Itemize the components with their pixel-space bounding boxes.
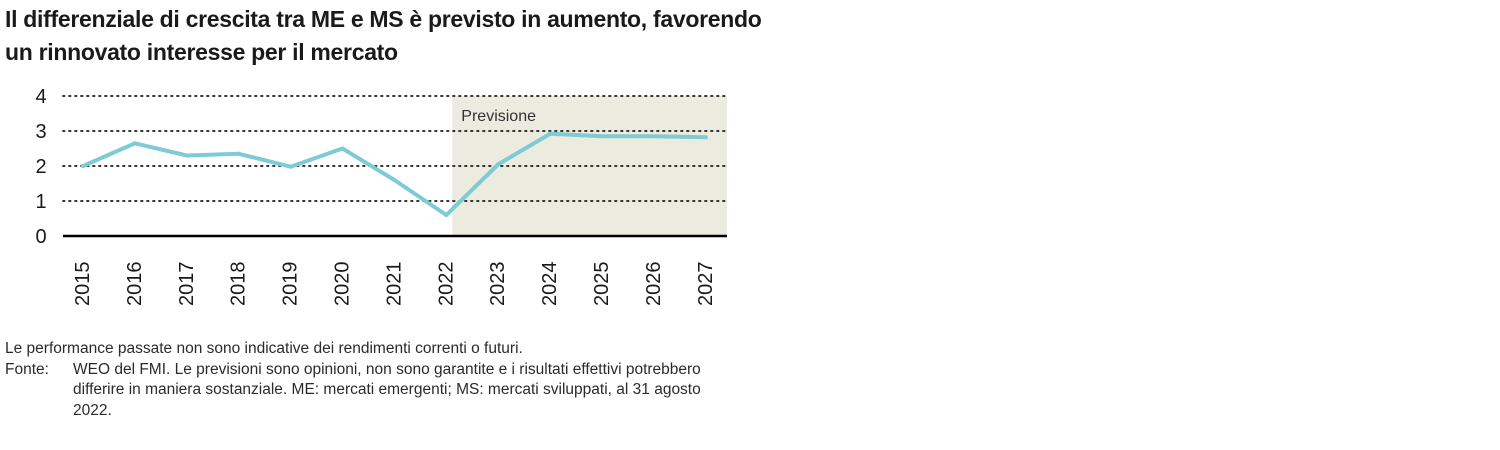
x-tick-label: 2027 <box>695 262 717 307</box>
forecast-label: Previsione <box>461 108 536 125</box>
source-text: WEO del FMI. Le previsioni sono opinioni… <box>73 360 701 419</box>
y-tick-label: 0 <box>35 226 46 248</box>
y-tick-label: 3 <box>35 121 46 143</box>
line-chart: Previsione 0 1 2 3 4 2015 2016 2017 2018 2019 202… <box>35 86 728 307</box>
data-point <box>392 178 397 182</box>
x-tick-label: 2016 <box>124 262 146 307</box>
data-point <box>496 162 501 167</box>
x-tick-label: 2020 <box>332 262 354 307</box>
x-axis-ticks: 2015 2016 2017 2018 2019 2020 2021 2022 2023 2024… <box>72 262 717 307</box>
x-tick-label: 2024 <box>539 262 561 307</box>
data-point <box>548 131 553 136</box>
x-tick-label: 2019 <box>280 262 302 307</box>
x-tick-label: 2021 <box>383 262 405 307</box>
grid-lines <box>62 95 728 238</box>
data-point <box>444 213 449 217</box>
data-points <box>81 131 708 217</box>
data-point <box>651 134 656 139</box>
y-tick-label: 2 <box>35 156 46 178</box>
data-point <box>288 164 293 169</box>
footnotes: Le performance passate non sono indicati… <box>5 339 745 421</box>
data-point <box>600 134 604 139</box>
data-point <box>703 135 708 140</box>
x-tick-label: 2025 <box>591 262 613 307</box>
x-tick-label: 2026 <box>643 262 665 307</box>
data-point <box>132 141 137 146</box>
data-point <box>340 146 345 151</box>
performance-disclaimer: Le performance passate non sono indicati… <box>5 340 523 357</box>
y-axis-ticks: 0 1 2 3 4 <box>35 86 46 248</box>
data-point <box>184 153 189 158</box>
x-tick-label: 2023 <box>487 262 509 307</box>
source-note: Fonte: WEO del FMI. Le previsioni sono o… <box>5 360 745 422</box>
data-point <box>81 164 85 168</box>
data-point <box>236 151 241 156</box>
chart-title: Il differenziale di crescita tra ME e MS… <box>5 6 762 65</box>
y-tick-label: 4 <box>35 86 46 108</box>
x-tick-label: 2018 <box>228 262 250 307</box>
source-label: Fonte: <box>5 360 49 378</box>
x-tick-label: 2017 <box>176 262 198 307</box>
x-tick-label: 2015 <box>72 262 94 307</box>
y-tick-label: 1 <box>35 191 46 213</box>
x-tick-label: 2022 <box>435 262 457 307</box>
